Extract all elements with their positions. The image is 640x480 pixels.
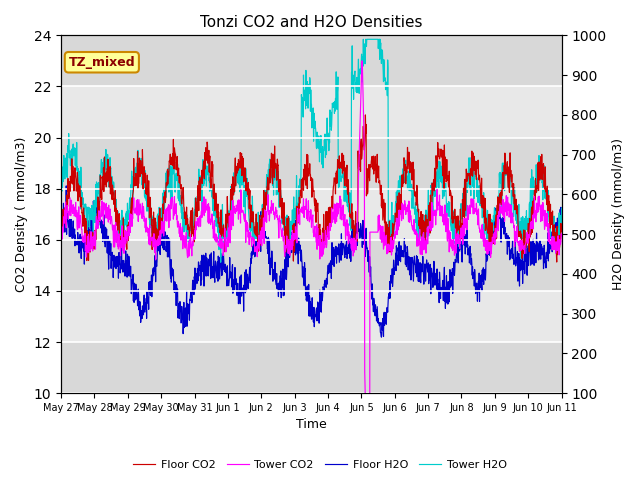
Floor CO2 [225,225,232,230]
Floor H2O [557,215,565,221]
Tower H2O [499,180,507,186]
Floor CO2 [557,225,565,231]
Y-axis label: CO2 Density ( mmol/m3): CO2 Density ( mmol/m3) [15,136,28,292]
Tower H2O [57,182,65,188]
Tower CO2 [225,225,232,231]
Floor H2O [378,334,385,340]
Floor CO2 [553,259,561,265]
Floor H2O [157,240,164,246]
X-axis label: Time: Time [296,419,326,432]
Bar [61,36,561,86]
Floor H2O [389,272,397,277]
Tower CO2 [358,58,366,64]
Tower H2O [360,36,367,42]
Floor CO2 [499,170,506,176]
Line: Floor CO2: Floor CO2 [61,115,561,262]
Tower H2O [225,223,232,229]
Tower CO2 [455,232,463,238]
Title: Tonzi CO2 and H2O Densities: Tonzi CO2 and H2O Densities [200,15,422,30]
Bar [61,189,561,240]
Floor H2O [169,269,177,275]
Tower CO2 [499,212,507,218]
Floor CO2 [454,227,462,232]
Floor H2O [57,230,65,236]
Tower CO2 [557,233,565,239]
Bar [61,240,561,291]
Legend: Floor CO2, Tower CO2, Floor H2O, Tower H2O: Floor CO2, Tower CO2, Floor H2O, Tower H… [129,456,511,474]
Bar [61,86,561,138]
Bar [61,342,561,393]
Line: Tower H2O: Tower H2O [61,39,561,262]
Floor CO2 [389,233,397,239]
Tower H2O [455,232,463,238]
Tower CO2 [156,228,164,233]
Tower CO2 [168,195,176,201]
Floor CO2 [156,241,164,247]
Floor CO2 [168,156,176,161]
Floor H2O [455,238,463,244]
Tower H2O [168,160,176,166]
Floor H2O [63,183,70,189]
Tower H2O [557,205,565,211]
Floor H2O [499,223,507,228]
Bar [61,138,561,189]
Tower H2O [217,259,225,265]
Floor CO2 [57,228,65,233]
Tower H2O [156,219,164,225]
Y-axis label: H2O Density (mmol/m3): H2O Density (mmol/m3) [612,138,625,290]
Tower H2O [389,213,397,218]
Tower CO2 [389,245,397,251]
Floor H2O [225,283,232,288]
Text: TZ_mixed: TZ_mixed [68,56,135,69]
Tower CO2 [57,228,65,233]
Line: Floor H2O: Floor H2O [61,186,561,337]
Bar [61,291,561,342]
Line: Tower CO2: Tower CO2 [61,61,561,480]
Floor CO2 [362,112,369,118]
